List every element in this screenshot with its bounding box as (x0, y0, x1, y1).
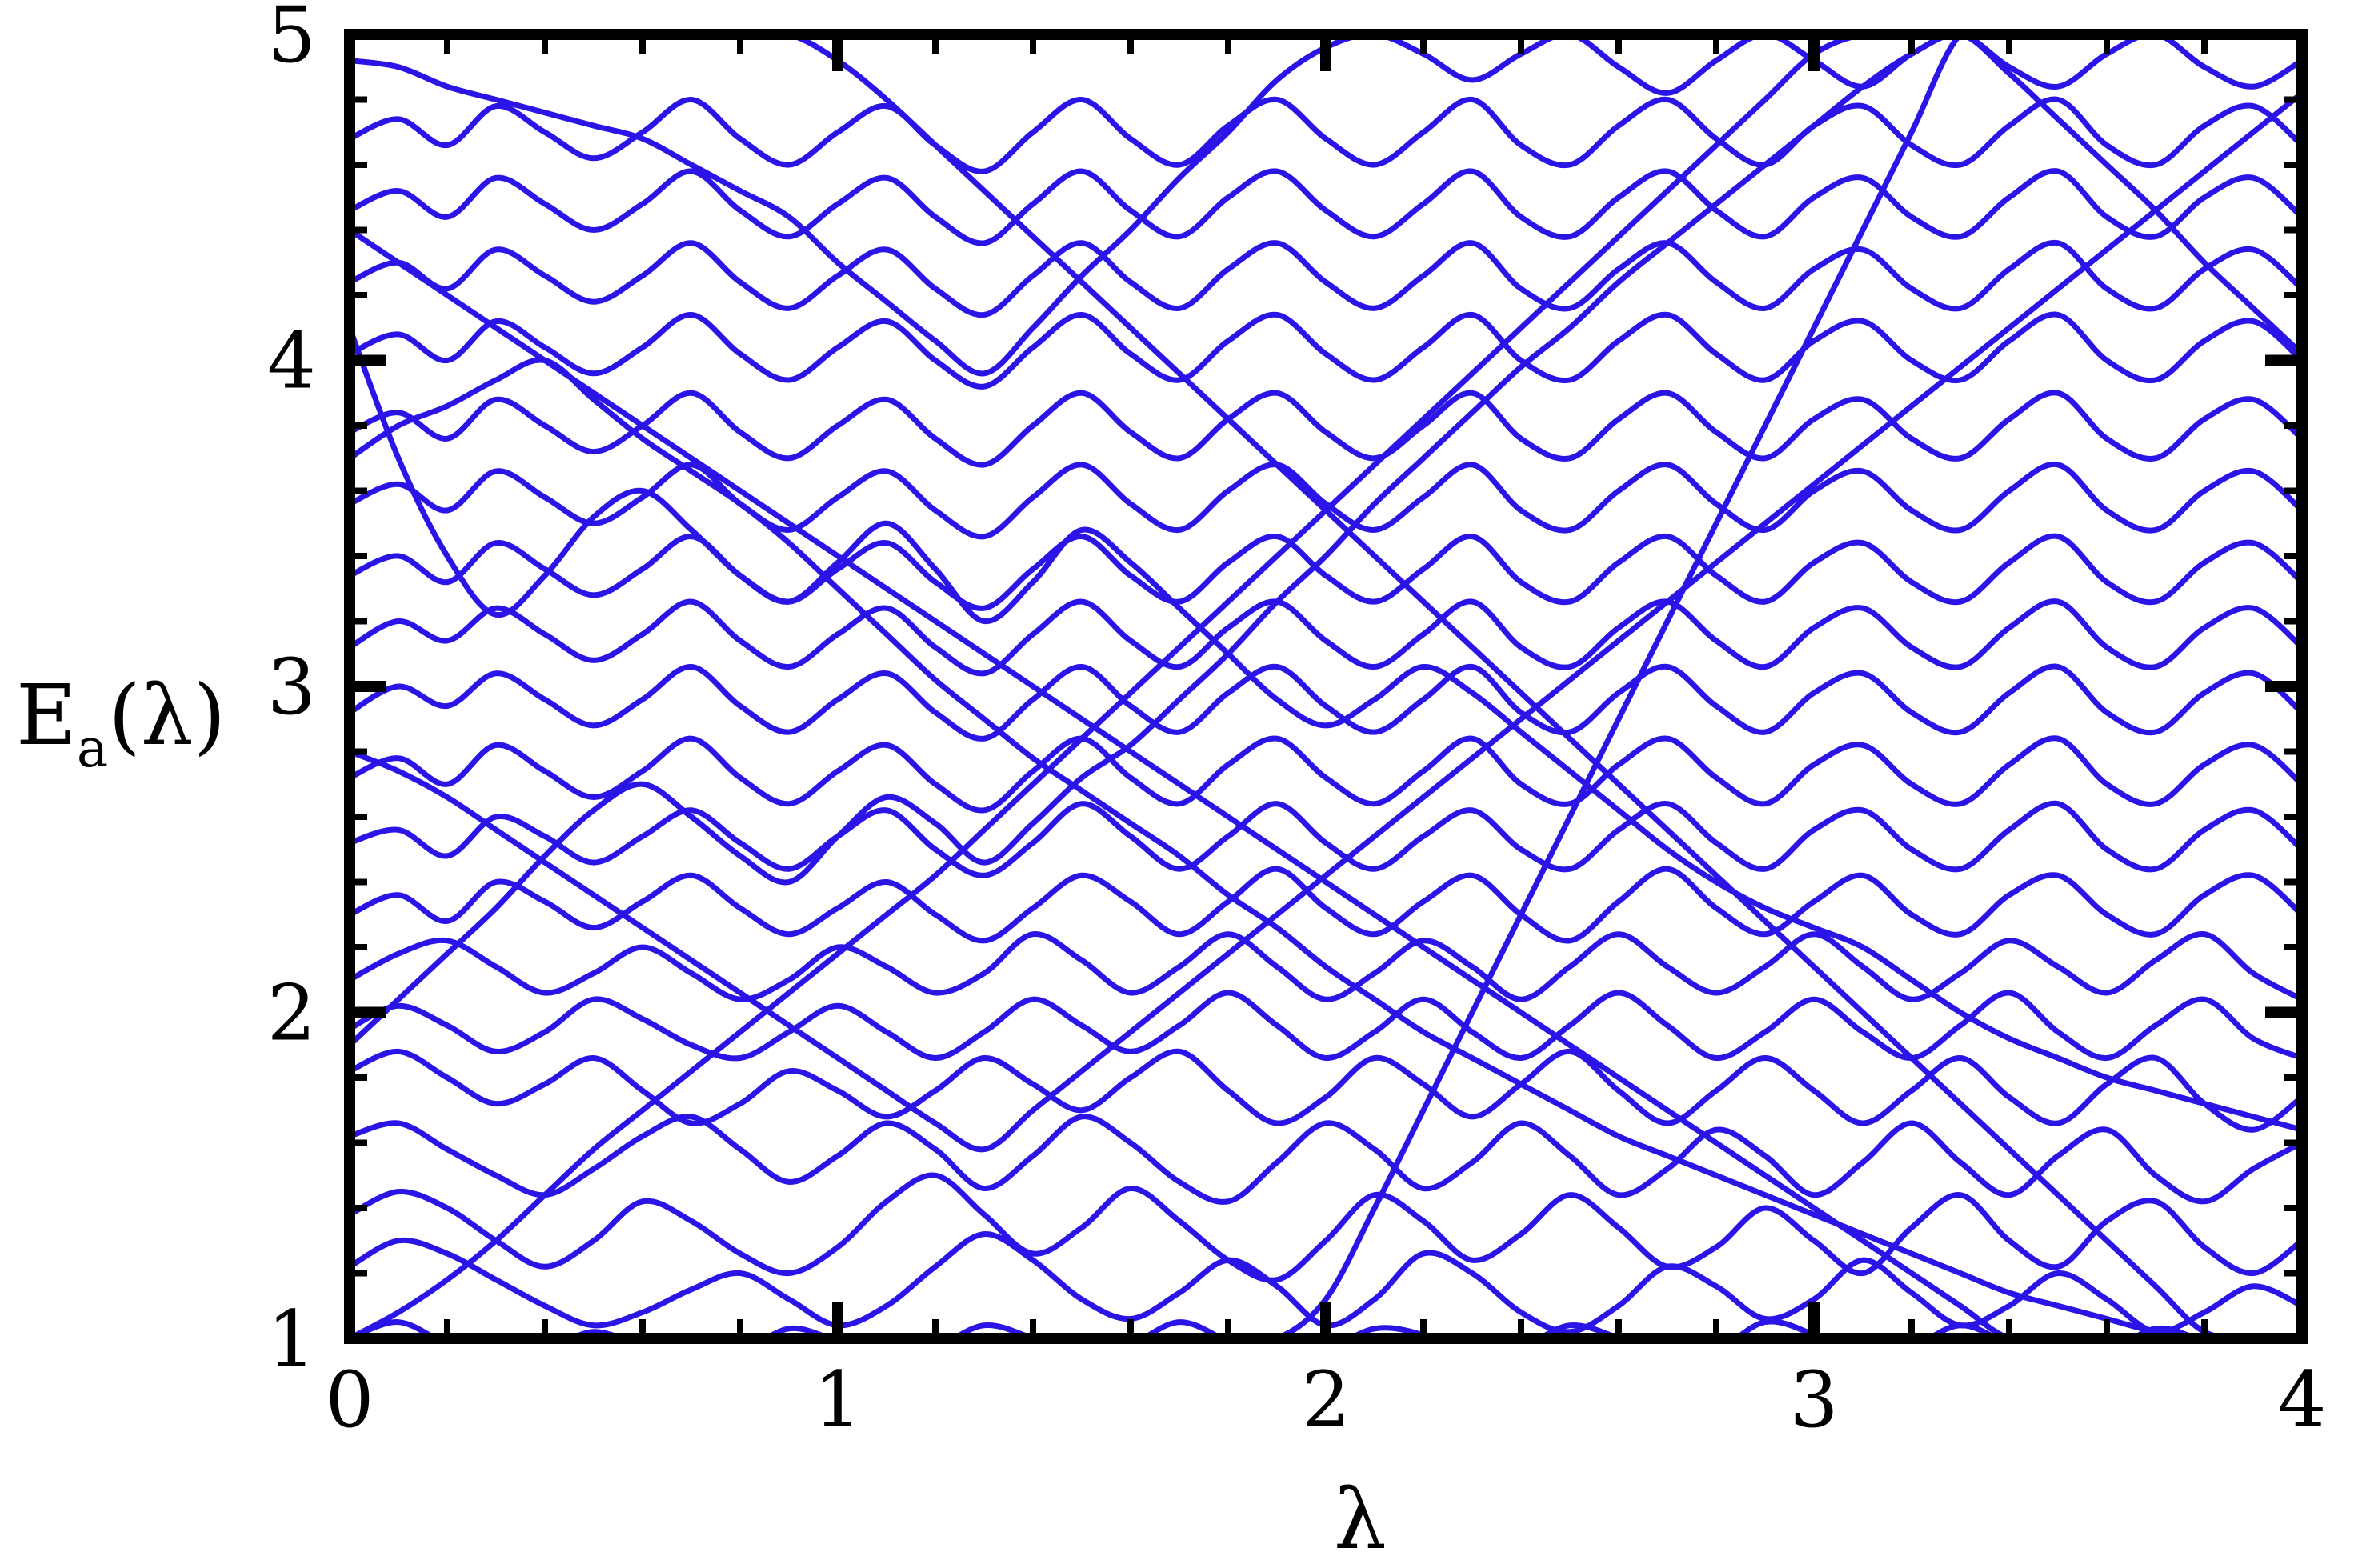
y-axis-title-main: E (16, 666, 77, 764)
series-line-1 (350, 1318, 2302, 1338)
y-tick-label: 5 (267, 0, 316, 80)
series-line-10 (350, 735, 2302, 814)
series-line-19 (350, 96, 2302, 174)
series-line-25 (350, 34, 2302, 1338)
plot-frame (344, 29, 2308, 1344)
series-line-28 (350, 227, 2302, 1338)
series-line-7 (350, 931, 2302, 1002)
y-axis-title: Ea(λ) (16, 666, 226, 779)
series-line-6 (350, 990, 2302, 1062)
series-line-26 (350, 34, 2302, 1338)
y-tick-label: 4 (267, 317, 316, 406)
x-tick-label: 4 (2277, 1355, 2326, 1445)
series-line-16 (350, 311, 2302, 390)
tick-layer (344, 29, 2308, 1344)
series-line-21 (350, 326, 2302, 1133)
series-line-23 (350, 357, 2302, 1338)
series-line-5 (350, 1048, 2302, 1133)
series-line-14 (350, 461, 2302, 540)
series-line-27 (350, 90, 2302, 1153)
y-axis-title-argument: (λ) (108, 666, 226, 764)
x-axis-title: λ (1334, 1470, 1387, 1568)
series-line-18 (350, 168, 2302, 246)
x-tick-label: 1 (813, 1355, 862, 1445)
x-tick-label: 3 (1789, 1355, 1838, 1445)
series-line-4 (350, 1114, 2302, 1205)
y-tick-label: 3 (267, 642, 316, 732)
series-line-13 (350, 533, 2302, 611)
series-line-8 (350, 866, 2302, 944)
series-line-11 (350, 663, 2302, 742)
series-line-24 (350, 34, 2302, 1338)
series-layer (350, 34, 2302, 1338)
series-line-17 (350, 239, 2302, 318)
y-tick-label: 2 (267, 969, 316, 1058)
series-line-22 (350, 34, 2302, 1047)
series-line-3 (350, 1172, 2302, 1283)
series-line-15 (350, 390, 2302, 468)
minor-ticks (346, 31, 2305, 1342)
y-axis-title-subscript: a (77, 718, 108, 779)
series-line-9 (350, 800, 2302, 878)
series-line-12 (350, 598, 2302, 677)
x-tick-label: 0 (325, 1355, 374, 1445)
y-tick-label: 1 (267, 1294, 316, 1384)
x-tick-label: 2 (1301, 1355, 1350, 1445)
